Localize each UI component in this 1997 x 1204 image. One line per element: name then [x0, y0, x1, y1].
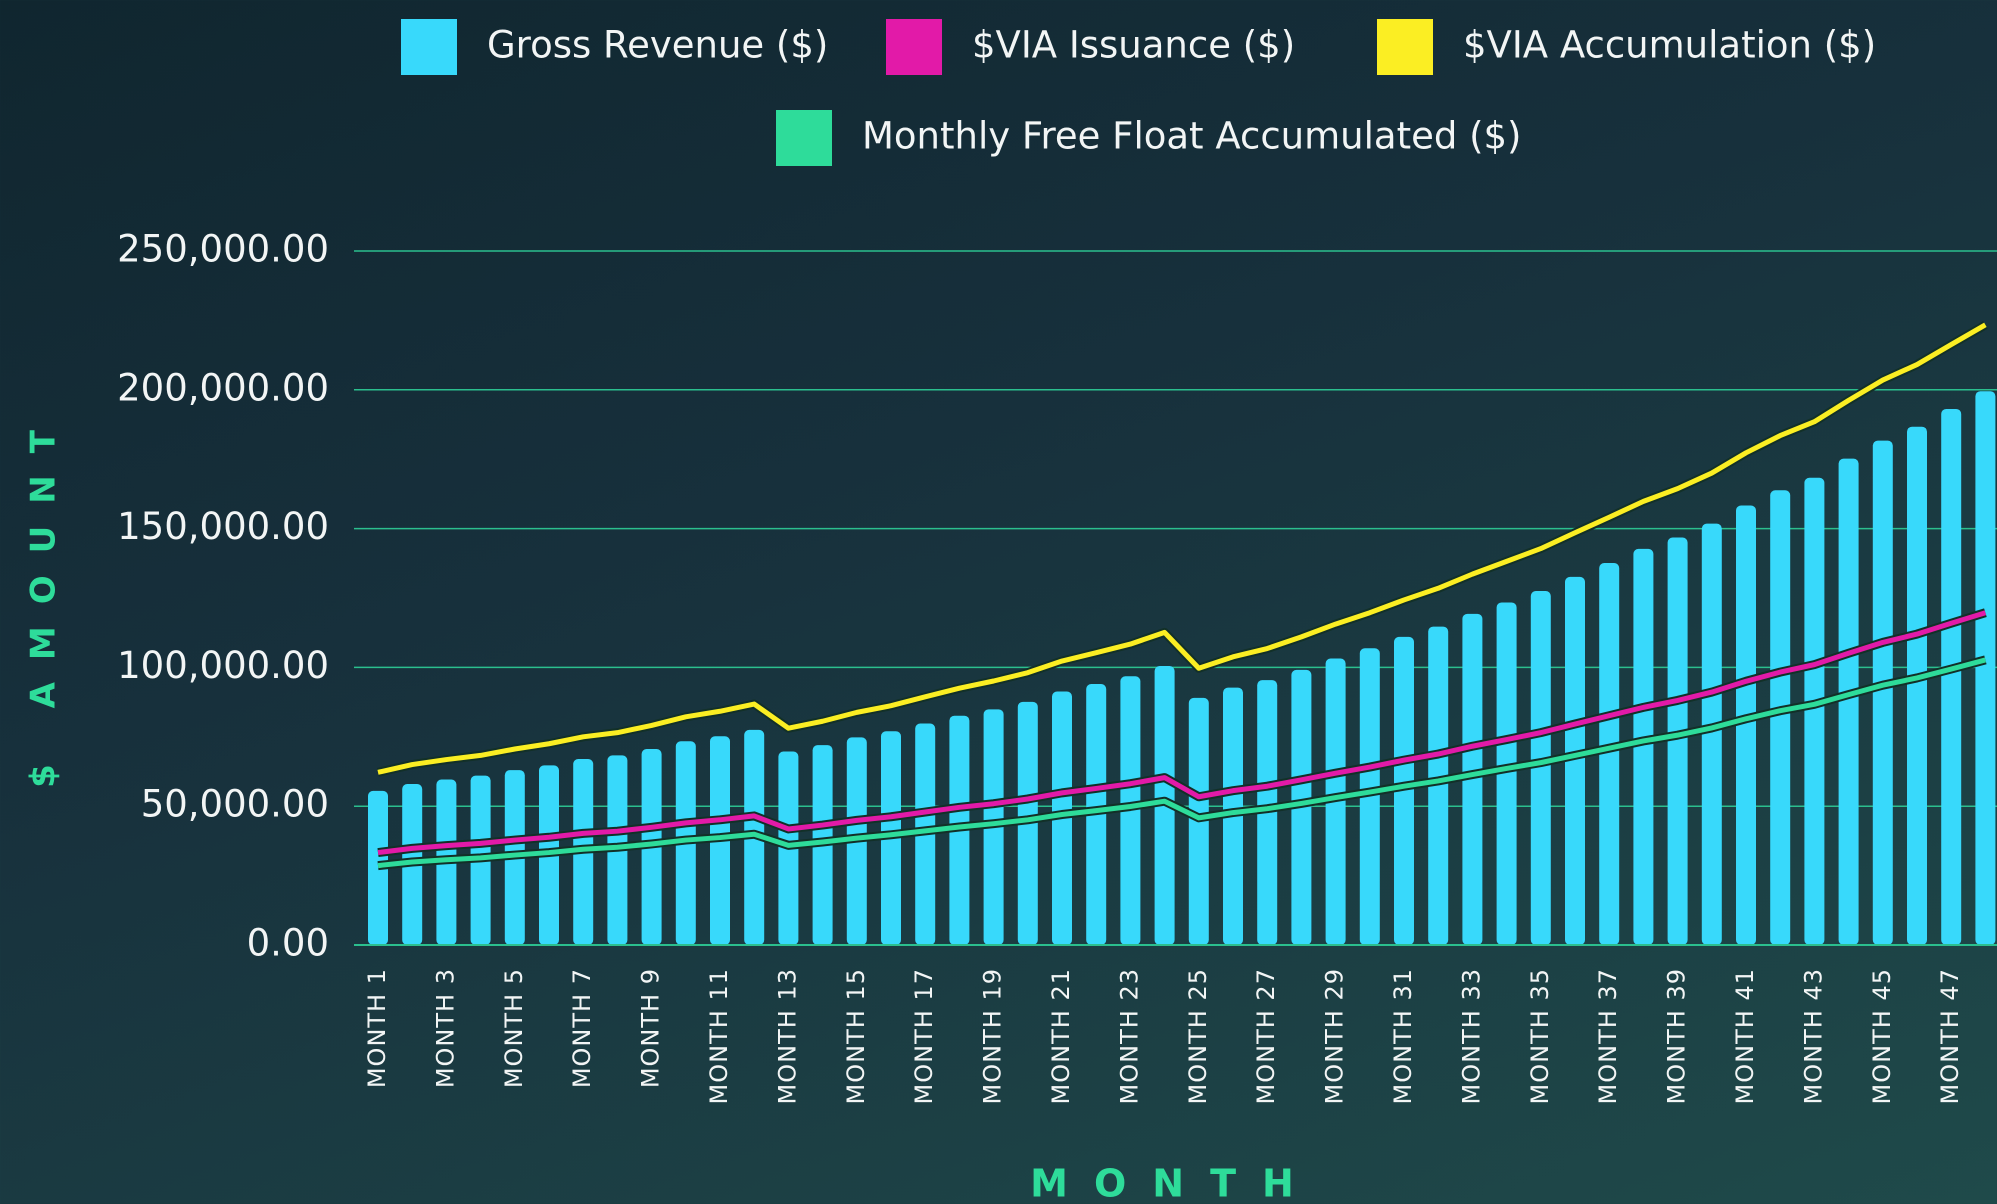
x-tick-label: MONTH 1	[363, 968, 391, 1088]
x-tick-label: MONTH 21	[1047, 968, 1075, 1104]
bar	[1770, 490, 1791, 945]
x-tick-label: MONTH 27	[1252, 968, 1280, 1104]
x-tick-label: MONTH 39	[1663, 968, 1691, 1104]
legend-swatch	[776, 110, 832, 166]
y-tick-label: 100,000.00	[117, 644, 329, 687]
x-tick-label: MONTH 3	[431, 968, 459, 1088]
x-tick-label: MONTH 9	[637, 968, 665, 1088]
bar	[1599, 563, 1620, 945]
x-tick-label: MONTH 37	[1594, 968, 1622, 1104]
bar	[1394, 636, 1414, 945]
x-tick-label: MONTH 43	[1799, 968, 1827, 1104]
x-tick-label: MONTH 7	[568, 968, 596, 1088]
legend-swatch	[886, 19, 942, 75]
y-tick-label: 150,000.00	[117, 505, 329, 548]
bar	[1496, 602, 1517, 945]
line	[377, 657, 1987, 869]
bar	[1633, 548, 1654, 945]
bar	[1565, 576, 1585, 945]
bar	[1736, 505, 1756, 945]
x-tick-label: MONTH 15	[842, 968, 870, 1104]
line	[377, 322, 1987, 775]
bar	[1907, 426, 1927, 945]
x-tick-label: MONTH 23	[1115, 968, 1143, 1104]
bar	[1667, 537, 1688, 945]
legend-label: $VIA Issuance ($)	[972, 24, 1295, 67]
line	[377, 610, 1987, 856]
bar	[1838, 458, 1859, 945]
y-tick-label: 250,000.00	[117, 228, 329, 271]
legend-label: Gross Revenue ($)	[487, 24, 828, 67]
x-tick-label: MONTH 47	[1936, 968, 1964, 1104]
x-tick-label: MONTH 19	[979, 968, 1007, 1104]
bar	[1428, 626, 1449, 945]
x-tick-label: MONTH 31	[1389, 968, 1417, 1104]
bar	[1701, 523, 1722, 945]
legend-swatch	[1377, 19, 1433, 75]
x-tick-label: MONTH 5	[500, 968, 528, 1088]
bar	[1804, 477, 1825, 945]
x-axis-title: MONTH	[1030, 1162, 1320, 1204]
x-tick-label: MONTH 29	[1321, 968, 1349, 1104]
x-tick-label: MONTH 11	[705, 968, 733, 1104]
legend-label: $VIA Accumulation ($)	[1463, 24, 1876, 67]
bar	[368, 790, 388, 945]
y-axis-title: $ AMOUNT	[24, 408, 64, 788]
bar	[1872, 440, 1893, 945]
legend-label: Monthly Free Float Accumulated ($)	[862, 115, 1522, 158]
x-tick-label: MONTH 45	[1868, 968, 1896, 1104]
y-tick-label: 200,000.00	[117, 366, 329, 409]
bar	[1941, 408, 1962, 945]
bar	[1530, 591, 1551, 945]
bar	[1975, 391, 1996, 945]
y-tick-label: 50,000.00	[141, 783, 329, 826]
bar	[1359, 648, 1380, 945]
bar	[1462, 613, 1483, 945]
x-tick-label: MONTH 41	[1731, 968, 1759, 1104]
x-tick-label: MONTH 33	[1457, 968, 1485, 1104]
x-tick-label: MONTH 35	[1526, 968, 1554, 1104]
x-tick-label: MONTH 17	[910, 968, 938, 1104]
x-tick-label: MONTH 25	[1184, 968, 1212, 1104]
legend-swatch	[401, 19, 457, 75]
y-tick-label: 0.00	[247, 922, 329, 965]
x-tick-label: MONTH 13	[773, 968, 801, 1104]
